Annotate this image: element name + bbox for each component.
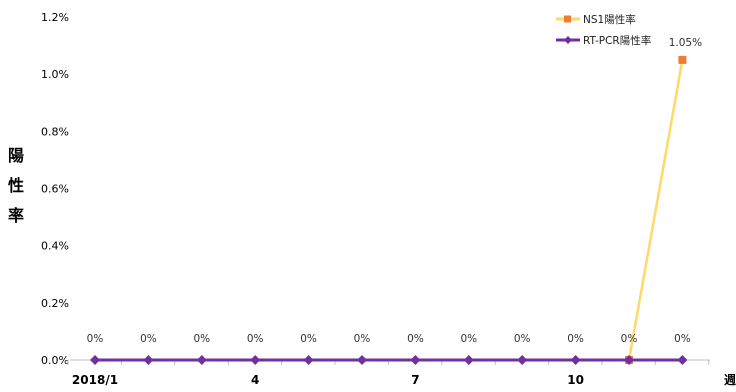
legend-marker [564, 15, 571, 23]
x-tick-label: 10 [567, 373, 584, 387]
y-axis-ticks: 0.0% 0.2% 0.4% 0.6% 0.8% 1.0% 1.2% [41, 11, 69, 367]
y-tick-label: 1.0% [41, 68, 69, 81]
y-tick-label: 0.2% [41, 297, 69, 310]
y-tick-label: 1.2% [41, 11, 69, 24]
legend-marker [564, 36, 572, 44]
data-point [570, 355, 581, 365]
data-label: 0% [247, 333, 264, 345]
data-point [463, 355, 474, 365]
x-tick-label: 4 [251, 373, 259, 387]
data-label: 1.05% [669, 37, 702, 49]
data-point [357, 355, 367, 365]
series-layer: 1.05% 0% 0% 0% 0% 0% 0% 0% 0% 0% 0% 0% 0% [87, 37, 702, 365]
series-line [627, 59, 684, 361]
data-point [410, 355, 421, 365]
x-axis-label: 週 [724, 372, 736, 387]
data-label: 0% [87, 333, 104, 345]
data-point [624, 355, 634, 365]
data-point [90, 355, 100, 365]
legend-label: RT-PCR陽性率 [583, 34, 651, 47]
data-label: 0% [674, 333, 691, 345]
data-label: 0% [460, 333, 477, 345]
x-tick-label: 2018/1 [72, 373, 118, 387]
y-axis-label-char: 性 [8, 176, 24, 195]
y-tick-label: 0.0% [41, 354, 69, 367]
x-axis-ticks: 2018/1 4 7 10 [72, 373, 584, 387]
data-label: 0% [140, 333, 157, 345]
data-point [678, 55, 687, 64]
data-point [250, 355, 261, 365]
data-point [517, 355, 528, 365]
series-2: 0% 0% 0% 0% 0% 0% 0% 0% 0% 0% 0% 0% [87, 333, 691, 365]
legend-item: RT-PCR陽性率 [556, 34, 651, 47]
data-label: 0% [407, 333, 424, 345]
legend-item: NS1陽性率 [556, 13, 636, 26]
data-label: 0% [567, 333, 584, 345]
data-label: 0% [354, 333, 371, 345]
data-point [677, 355, 688, 365]
y-axis-label-char: 率 [8, 206, 24, 225]
data-point [303, 355, 314, 365]
x-tick-label: 7 [411, 373, 419, 387]
data-label: 0% [621, 333, 638, 345]
y-tick-label: 0.8% [41, 125, 69, 138]
data-label: 0% [193, 333, 210, 345]
data-label: 0% [300, 333, 317, 345]
data-point [143, 355, 154, 365]
series-1: 1.05% [625, 37, 702, 364]
data-label: 0% [514, 333, 531, 345]
data-point [196, 355, 207, 365]
y-tick-label: 0.4% [41, 240, 69, 253]
y-axis-label: 陽性率 [8, 146, 24, 225]
y-axis-label-char: 陽 [8, 146, 24, 165]
legend-label: NS1陽性率 [583, 13, 636, 26]
y-tick-label: 0.6% [41, 183, 69, 196]
legend: NS1陽性率 RT-PCR陽性率 [556, 13, 651, 47]
